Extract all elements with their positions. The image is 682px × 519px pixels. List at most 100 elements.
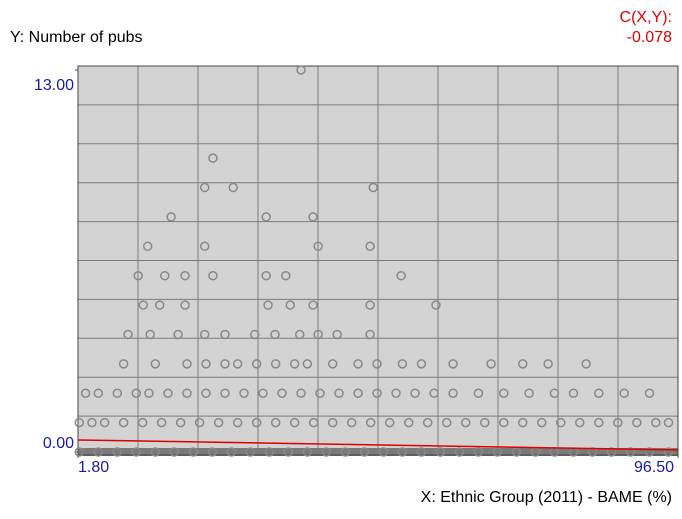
point [80, 388, 91, 398]
point [651, 417, 661, 428]
point [499, 417, 509, 428]
point [524, 388, 534, 398]
point [644, 388, 655, 398]
point [556, 417, 566, 428]
point [321, 447, 332, 457]
point [112, 447, 123, 457]
point [492, 447, 503, 457]
point [397, 447, 408, 457]
point [208, 153, 218, 163]
point [245, 447, 256, 457]
point [296, 388, 306, 398]
point [384, 417, 395, 428]
point [575, 417, 585, 428]
point [201, 388, 211, 398]
point [359, 447, 370, 457]
point [396, 270, 406, 281]
point [315, 388, 325, 398]
point [232, 359, 243, 369]
point [131, 388, 142, 398]
point [473, 447, 484, 457]
point [169, 447, 180, 457]
point [365, 329, 375, 340]
point [619, 388, 629, 398]
point [166, 212, 176, 222]
point [454, 447, 465, 457]
point [199, 329, 210, 340]
point [258, 388, 268, 398]
point [422, 417, 433, 428]
point [281, 270, 291, 281]
point [74, 417, 85, 428]
point [263, 300, 273, 310]
point [429, 388, 439, 398]
point [313, 329, 323, 340]
point [118, 417, 129, 428]
point [137, 417, 148, 428]
point [448, 388, 458, 398]
y-tick-label: 0.00 [43, 435, 74, 452]
point [378, 447, 389, 457]
point [220, 359, 230, 369]
point [145, 329, 155, 340]
point [144, 388, 154, 398]
x-tick-label: 1.80 [78, 459, 109, 476]
point [226, 447, 237, 457]
point [213, 417, 224, 428]
point [295, 329, 305, 340]
point [180, 300, 190, 310]
point [308, 417, 319, 428]
point [365, 241, 375, 252]
point [74, 447, 85, 457]
point [228, 182, 238, 193]
point [270, 417, 281, 428]
point [397, 359, 408, 369]
point [251, 417, 262, 428]
point [220, 329, 230, 340]
point [123, 329, 133, 340]
point [156, 417, 167, 428]
point [332, 329, 342, 340]
point [518, 417, 528, 428]
point [663, 417, 674, 428]
point [302, 359, 313, 369]
point [416, 359, 427, 369]
point [431, 300, 441, 310]
point [632, 417, 642, 428]
point [250, 329, 260, 340]
point [194, 417, 205, 428]
y-axis-label: Y: Number of pubs [10, 29, 143, 46]
point [133, 270, 143, 281]
point [346, 417, 357, 428]
y-tick-label: 13.00 [34, 77, 74, 94]
point [613, 417, 623, 428]
point [201, 359, 211, 369]
point [239, 388, 249, 398]
point [403, 417, 414, 428]
point [277, 388, 287, 398]
point [142, 241, 153, 252]
point [220, 388, 230, 398]
point [207, 447, 218, 457]
point [138, 300, 149, 310]
point [87, 417, 97, 428]
point [182, 388, 192, 398]
point [289, 417, 300, 428]
point [199, 182, 210, 193]
point [410, 388, 420, 398]
point [416, 447, 427, 457]
point [435, 447, 446, 457]
point [549, 388, 560, 398]
point [594, 388, 604, 398]
fit-line [77, 439, 679, 451]
point [543, 359, 553, 369]
point [261, 212, 271, 222]
point [251, 359, 262, 369]
point [188, 447, 199, 457]
point [160, 270, 170, 281]
point [173, 329, 183, 340]
point [131, 447, 142, 457]
point [150, 359, 161, 369]
point [461, 417, 471, 428]
